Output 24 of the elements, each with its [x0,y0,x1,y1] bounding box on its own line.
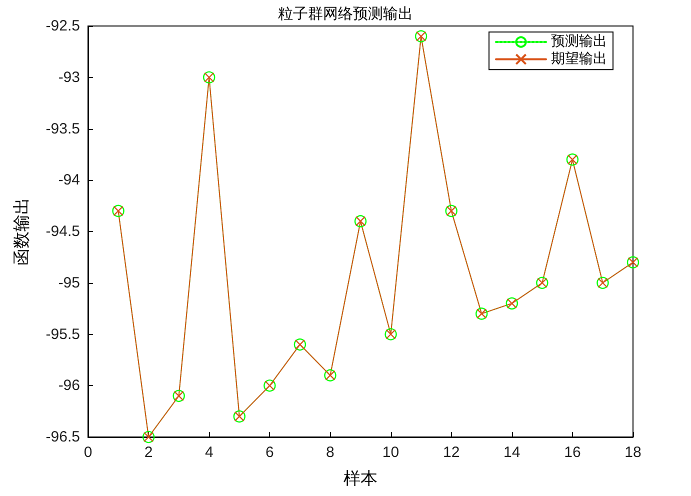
legend-label: 预测输出 [551,34,607,50]
x-tick-label: 2 [144,444,153,461]
x-axis-title: 样本 [344,469,378,488]
y-tick-label: -93 [58,68,80,86]
x-tick-label: 16 [564,444,581,461]
y-axis-title: 函数输出 [12,198,31,266]
x-tick-label: 10 [382,444,400,461]
x-tick-label: 4 [204,444,214,461]
x-tick-label: 14 [504,444,520,461]
chart-title: 粒子群网络预测输出 [278,6,413,22]
x-tick-label: 0 [84,444,92,461]
y-tick-label: -94 [58,172,80,189]
y-tick-label: -95 [58,274,80,292]
y-tick-label: -94.5 [46,223,80,240]
x-tick-label: 12 [442,444,460,461]
x-tick-label: 18 [624,444,642,461]
x-tick-label: 6 [265,444,274,461]
y-tick-label: -93.5 [46,120,80,138]
legend-label: 期望输出 [551,50,607,67]
y-tick-label: -96 [58,377,80,394]
y-tick-label: -92.5 [46,18,80,34]
y-tick-label: -96.5 [46,428,80,446]
x-tick-label: 8 [326,444,334,461]
y-tick-label: -95.5 [46,326,80,343]
